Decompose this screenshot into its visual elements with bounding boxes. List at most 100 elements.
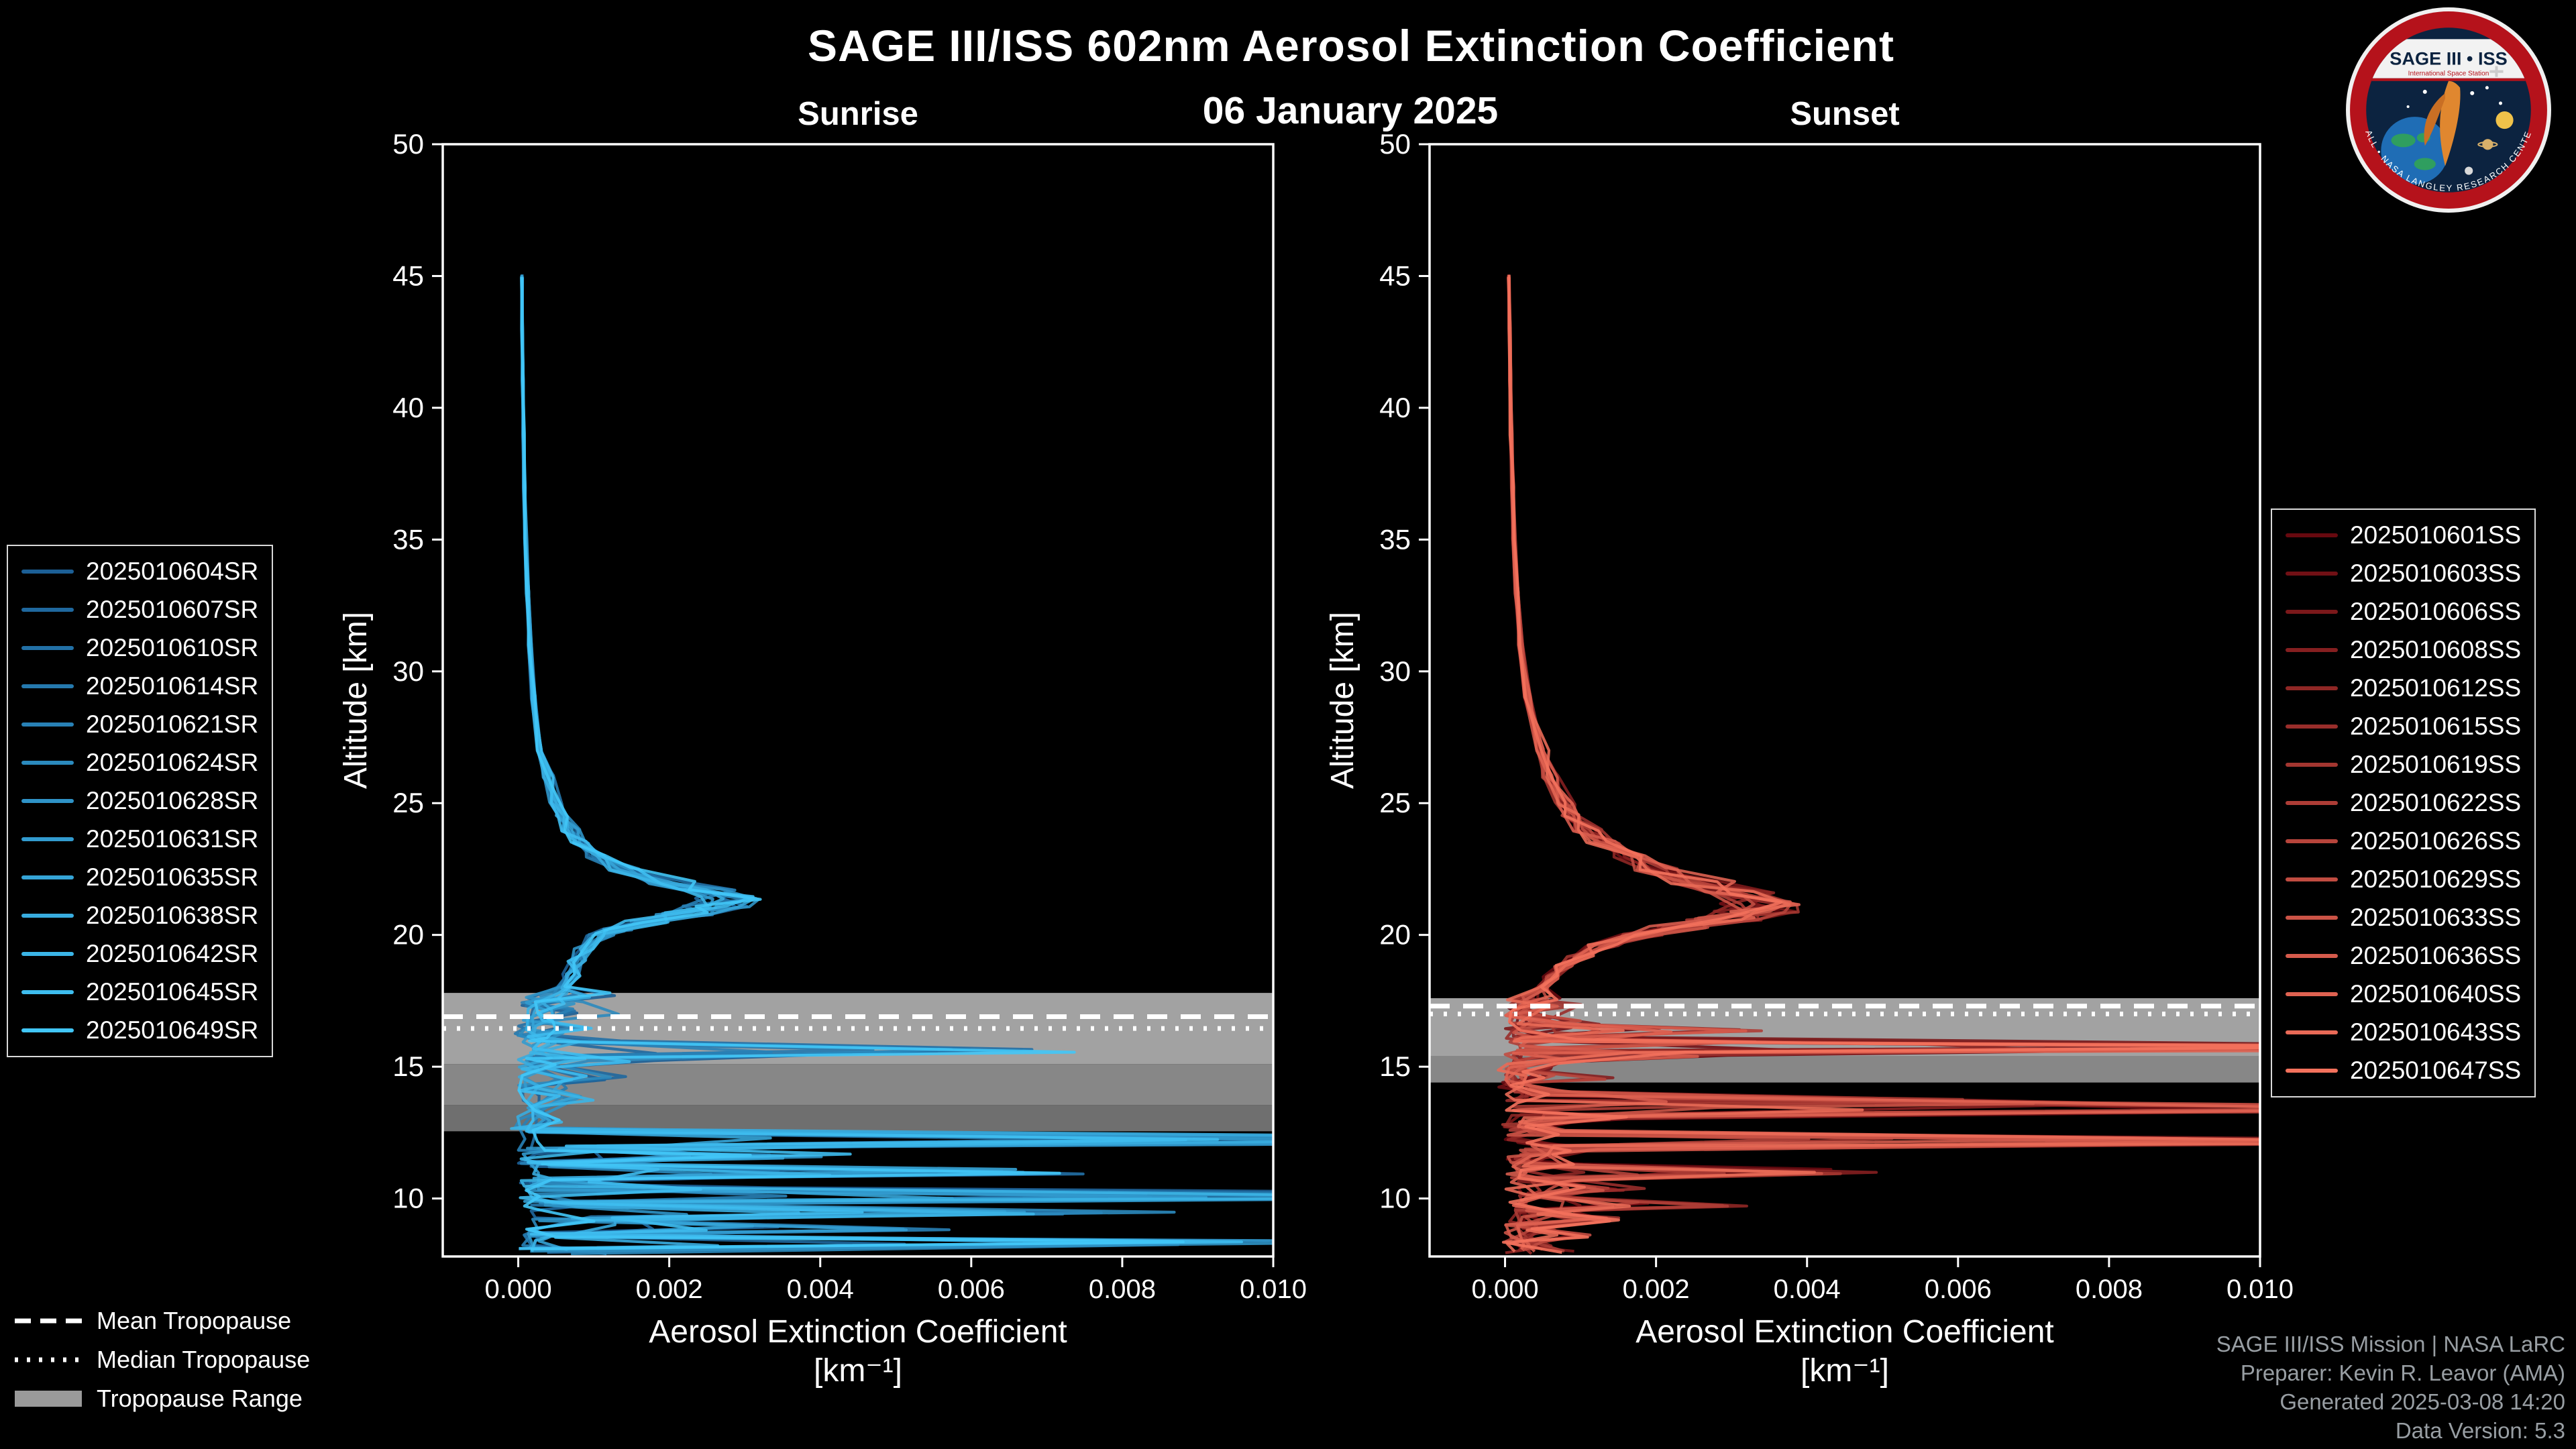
legend-item: 2025010626SS [2286, 826, 2521, 856]
x-axis-units-label: [km⁻¹] [1801, 1353, 1889, 1389]
credit-line-version: Data Version: 5.3 [2395, 1418, 2565, 1443]
legend-label: 2025010631SR [86, 825, 259, 853]
profile-line-2025010649SR [517, 276, 1185, 1251]
legend-item: 2025010628SR [21, 786, 258, 816]
x-axis-label: Aerosol Extinction Coefficient [649, 1314, 1067, 1350]
svg-text:0.000: 0.000 [1471, 1275, 1538, 1304]
legend-line-swatch [21, 570, 74, 574]
legend-line-swatch [21, 914, 74, 918]
legend-line-swatch [21, 761, 74, 765]
legend-item: 2025010615SS [2286, 712, 2521, 741]
svg-text:25: 25 [392, 787, 424, 818]
profile-line-2025010647SS [1501, 274, 2260, 1254]
svg-text:50: 50 [392, 131, 424, 160]
legend-label: 2025010633SS [2350, 904, 2522, 931]
credit-line-mission: SAGE III/ISS Mission | NASA LaRC [2216, 1332, 2565, 1356]
legend-line-swatch [2286, 916, 2338, 920]
legend-line-swatch [2286, 610, 2338, 614]
y-axis-ticks: 50 45 40 35 30 25 20 15 10 [1379, 128, 1430, 1214]
legend-label: 2025010610SR [86, 634, 259, 661]
logo-eagle-figure [2440, 80, 2461, 166]
tropopause-range-legend-item: Tropopause Range [15, 1385, 310, 1413]
sage-iss-logo: SAGE III • ISS International Space Stati… [2340, 0, 2553, 215]
legend-item: 2025010612SS [2286, 674, 2521, 703]
svg-text:0.002: 0.002 [1623, 1275, 1690, 1304]
legend-item: 2025010601SS [2286, 521, 2521, 550]
legend-label: 2025010607SR [86, 596, 259, 623]
legend-line-swatch [2286, 686, 2338, 690]
svg-text:15: 15 [392, 1051, 424, 1082]
svg-text:30: 30 [1379, 655, 1411, 687]
figure-date: 06 January 2025 [1202, 89, 1499, 132]
legend-item: 2025010647SS [2286, 1056, 2521, 1085]
legend-label: 2025010645SR [86, 978, 259, 1006]
legend-line-swatch [21, 952, 74, 956]
sunset-plot: 0.000 0.002 0.004 0.006 0.008 0.010 50 45 40 35 30… [1316, 128, 2308, 1391]
legend-label: 2025010629SS [2350, 865, 2522, 893]
svg-text:0.006: 0.006 [938, 1275, 1005, 1304]
plot-sunset: 0.000 0.002 0.004 0.006 0.008 0.010 50 45 40 35 30… [1325, 128, 2294, 1389]
svg-text:35: 35 [392, 523, 424, 555]
legend-label: 2025010647SS [2350, 1057, 2522, 1084]
sunrise-legend: 2025010604SR 2025010607SR 2025010610SR 2025… [7, 545, 274, 1057]
legend-label: 2025010603SS [2350, 559, 2522, 587]
logo-subtitle: International Space Station [2408, 70, 2489, 78]
y-axis-label: Altitude [km] [338, 612, 374, 789]
legend-line-swatch [2286, 839, 2338, 843]
legend-item: 2025010614SR [21, 672, 258, 701]
tropopause-legend: Mean Tropopause Median Tropopause Tropop… [15, 1307, 310, 1413]
legend-item: 2025010649SR [21, 1016, 258, 1045]
legend-item: 2025010635SR [21, 863, 258, 892]
legend-label: 2025010606SS [2350, 598, 2522, 625]
legend-item: 2025010621SR [21, 710, 258, 739]
legend-line-swatch [2286, 724, 2338, 729]
svg-text:45: 45 [1379, 260, 1411, 291]
x-axis-label: Aerosol Extinction Coefficient [1635, 1314, 2053, 1350]
legend-item: 2025010603SS [2286, 559, 2521, 588]
mean-tropopause-label: Mean Tropopause [97, 1307, 292, 1334]
dotted-line-icon [15, 1357, 82, 1362]
svg-text:45: 45 [392, 260, 424, 291]
svg-text:30: 30 [392, 655, 424, 687]
legend-label: 2025010628SR [86, 787, 259, 814]
legend-line-swatch [2286, 533, 2338, 537]
legend-line-swatch [2286, 954, 2338, 958]
legend-label: 2025010608SS [2350, 636, 2522, 663]
legend-line-swatch [2286, 1030, 2338, 1034]
legend-item: 2025010604SR [21, 557, 258, 586]
gray-band-icon [15, 1391, 82, 1407]
svg-text:25: 25 [1379, 787, 1411, 818]
legend-label: 2025010621SR [86, 710, 259, 738]
logo-sun [2496, 111, 2514, 129]
legend-line-swatch [21, 875, 74, 879]
tropopause-range-label: Tropopause Range [97, 1385, 303, 1412]
legend-line-swatch [21, 684, 74, 688]
legend-item: 2025010607SR [21, 595, 258, 625]
svg-text:20: 20 [1379, 919, 1411, 951]
svg-text:0.002: 0.002 [636, 1275, 703, 1304]
legend-item: 2025010642SR [21, 939, 258, 969]
legend-label: 2025010638SR [86, 902, 259, 929]
profile-line-2025010638SR [516, 276, 1273, 1250]
svg-text:15: 15 [1379, 1051, 1411, 1082]
svg-text:40: 40 [392, 392, 424, 423]
legend-item: 2025010608SS [2286, 635, 2521, 665]
legend-line-swatch [21, 837, 74, 841]
profile-line-2025010645SR [517, 277, 1244, 1250]
svg-text:0.006: 0.006 [1925, 1275, 1992, 1304]
svg-text:10: 10 [392, 1183, 424, 1214]
svg-text:35: 35 [1379, 523, 1411, 555]
legend-label: 2025010624SR [86, 749, 259, 776]
logo-moon [2465, 166, 2473, 175]
credit-line-generated: Generated 2025-03-08 14:20 [2279, 1389, 2565, 1414]
legend-label: 2025010601SS [2350, 521, 2522, 549]
mean-tropopause-legend-item: Mean Tropopause [15, 1307, 310, 1335]
legend-label: 2025010642SR [86, 940, 259, 967]
x-axis-ticks: 0.000 0.002 0.004 0.006 0.008 0.010 [484, 1256, 1307, 1304]
sunrise-panel-title: Sunrise [798, 96, 918, 132]
legend-item: 2025010629SS [2286, 865, 2521, 894]
legend-item: 2025010633SS [2286, 903, 2521, 932]
plot-sunrise: 0.000 0.002 0.004 0.006 0.008 0.010 50 45 40 35 30… [338, 128, 1307, 1389]
legend-line-swatch [2286, 992, 2338, 996]
svg-text:0.008: 0.008 [2076, 1275, 2143, 1304]
